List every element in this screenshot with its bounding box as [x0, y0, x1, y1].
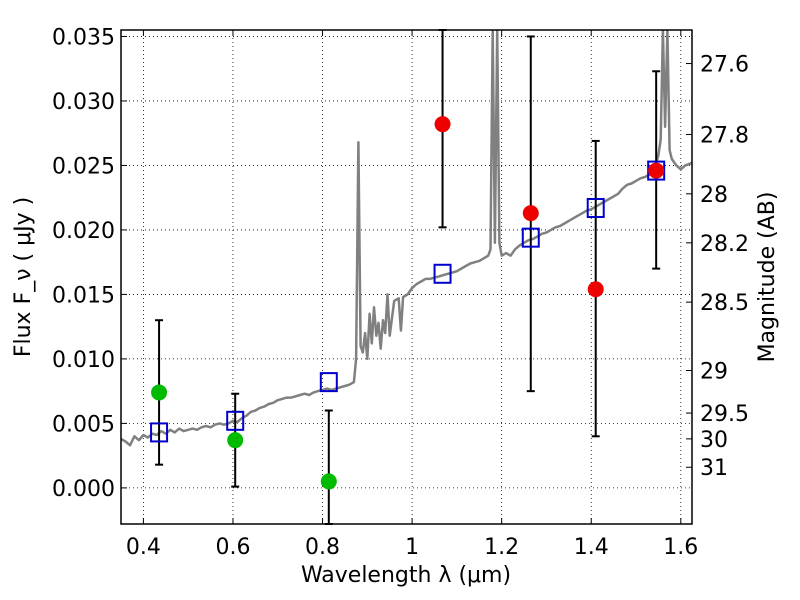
magnitude-tick-label: 29.5 [700, 402, 749, 427]
y-tick-label: 0.000 [52, 477, 115, 502]
plot-frame [120, 29, 693, 525]
photometry-point [587, 281, 604, 298]
error-bars [155, 29, 661, 525]
magnitude-tick-label: 27.8 [700, 123, 749, 148]
y-axis-label: Flux F_ν ( μJy ) [11, 197, 36, 357]
y-tick-label: 0.005 [52, 412, 115, 437]
model-square-marker [521, 227, 540, 248]
magnitude-tick-label: 27.6 [700, 53, 749, 78]
y-tick-label: 0.010 [52, 348, 115, 373]
photometry-point [151, 384, 168, 401]
y-tick-label: 0.015 [52, 283, 115, 308]
photometry-point [227, 432, 244, 449]
x-tick-label: 0.6 [215, 535, 250, 560]
model-square-marker [433, 263, 452, 284]
model-square-marker [150, 422, 169, 443]
y-tick-label: 0.035 [52, 25, 115, 50]
photometry-point [434, 116, 451, 133]
photometry-point [320, 473, 337, 490]
x-axis-label: Wavelength λ (μm) [301, 563, 511, 588]
y-tick-label: 0.020 [52, 219, 115, 244]
markers [150, 116, 666, 490]
model-square-marker [319, 372, 338, 393]
photometry-point [648, 162, 665, 179]
x-tick-label: 1 [405, 535, 419, 560]
magnitude-tick-label: 28.5 [700, 291, 749, 316]
x-tick-label: 0.8 [305, 535, 340, 560]
y-tick-label: 0.030 [52, 90, 115, 115]
y-tick-label: 0.025 [52, 154, 115, 179]
magnitude-tick-label: 29 [700, 360, 728, 385]
magnitude-tick-label: 31 [700, 456, 728, 481]
spectrum-line [121, 30, 692, 447]
x-tick-label: 0.4 [126, 535, 161, 560]
plot-area [121, 30, 692, 447]
model-square-marker [226, 410, 245, 431]
x-tick-label: 1.2 [484, 535, 519, 560]
x-tick-label: 1.4 [574, 535, 609, 560]
photometry-point [522, 205, 539, 222]
magnitude-tick-label: 30 [700, 428, 728, 453]
grid-lines [121, 30, 692, 524]
magnitude-tick-label: 28.2 [700, 232, 749, 257]
model-square-marker [586, 197, 605, 218]
axis-ticks: 0.4 0.6 0.8 1 1.2 1.4 1.6 0.000 0.005 0.010 0.015 0… [52, 25, 749, 560]
magnitude-axis-label: Magnitude (AB) [755, 192, 780, 363]
magnitude-tick-label: 28 [700, 183, 728, 208]
x-tick-label: 1.6 [663, 535, 698, 560]
